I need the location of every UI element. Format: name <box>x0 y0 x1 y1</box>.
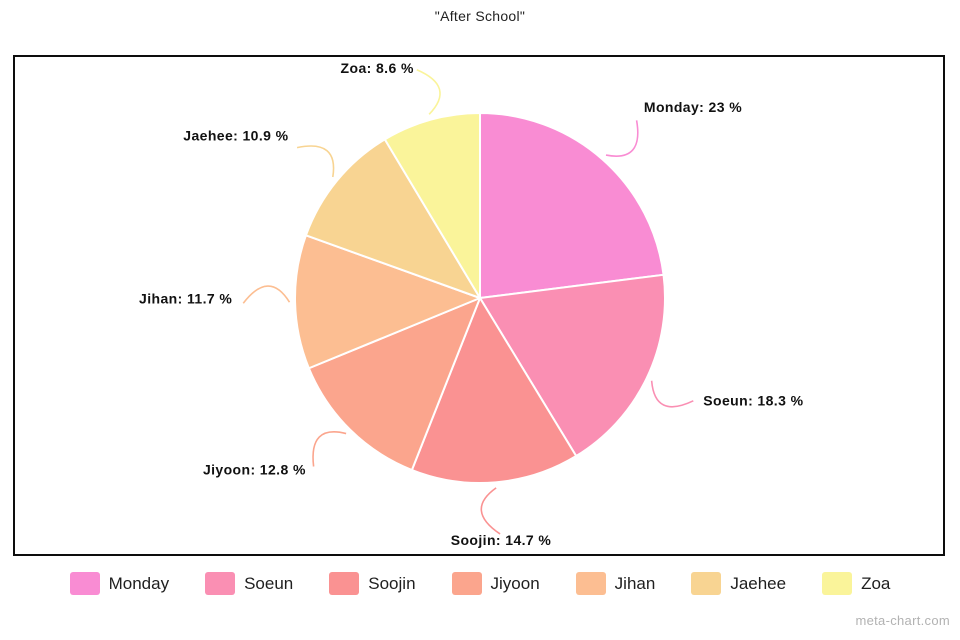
legend-label-soeun: Soeun <box>244 573 294 593</box>
legend-swatch-jaehee <box>691 572 722 595</box>
legend-item-jihan: Jihan <box>575 572 656 595</box>
slice-label-monday: Monday: 23 % <box>644 99 742 115</box>
pie-slice-monday <box>479 112 665 299</box>
legend-swatch-jiyoon <box>451 572 482 595</box>
pie-slice-jaehee <box>304 138 481 299</box>
slice-label-jihan: Jihan: 11.7 % <box>139 291 232 307</box>
leader-line-monday <box>605 120 639 157</box>
leader-line-zoa <box>416 69 441 115</box>
watermark: meta-chart.com <box>855 613 950 628</box>
legend-label-jaehee: Jaehee <box>730 573 787 593</box>
slice-label-jiyoon: Jiyoon: 12.8 % <box>203 461 306 477</box>
pie-slice-soojin <box>410 297 578 484</box>
leader-line-jihan <box>242 285 291 304</box>
legend-swatch-soeun <box>205 572 236 595</box>
slice-label-soojin: Soojin: 14.7 % <box>451 532 552 548</box>
slice-labels: Monday: 23 % Soeun: 18.3 % Soojin: 14.7 % J… <box>139 60 803 548</box>
legend-swatch-soojin <box>329 572 360 595</box>
legend-item-jaehee: Jaehee <box>691 572 786 595</box>
legend-label-jihan: Jihan <box>614 573 656 593</box>
legend-item-jiyoon: Jiyoon <box>451 572 540 595</box>
pie-slice-jihan <box>294 234 481 370</box>
pie-chart-svg: Monday: 23 % Soeun: 18.3 % Soojin: 14.7 % J… <box>139 60 803 548</box>
legend-swatch-zoa <box>822 572 853 595</box>
legend-item-soeun: Soeun <box>205 572 293 595</box>
leader-line-soojin <box>480 487 501 535</box>
legend-item-monday: Monday <box>69 572 170 595</box>
slice-label-zoa: Zoa: 8.6 % <box>341 60 414 76</box>
pie-slice-zoa <box>383 112 481 299</box>
slice-label-soeun: Soeun: 18.3 % <box>703 393 803 409</box>
legend-label-soojin: Soojin <box>368 573 416 593</box>
pie-slice-soeun <box>479 273 666 458</box>
leader-line-jaehee <box>296 145 335 178</box>
pie-slice-jiyoon <box>307 297 481 472</box>
leader-line-soeun <box>650 380 694 408</box>
legend-item-zoa: Zoa <box>822 572 890 595</box>
leader-line-jiyoon <box>312 431 347 467</box>
chart-title: "After School" <box>434 8 526 24</box>
leader-lines <box>242 69 694 535</box>
pie-slices <box>294 112 666 484</box>
chart-frame: Monday: 23 % Soeun: 18.3 % Soojin: 14.7 % J… <box>13 55 945 556</box>
legend-swatch-jihan <box>575 572 606 595</box>
legend-label-monday: Monday <box>108 573 170 593</box>
legend: Monday Soeun Soojin Jiyoon Jihan Jaehee Zoa <box>0 572 960 595</box>
legend-swatch-monday <box>69 572 100 595</box>
legend-item-soojin: Soojin <box>329 572 416 595</box>
legend-label-jiyoon: Jiyoon <box>490 573 540 593</box>
slice-label-jaehee: Jaehee: 10.9 % <box>183 128 288 144</box>
legend-label-zoa: Zoa <box>861 573 891 593</box>
